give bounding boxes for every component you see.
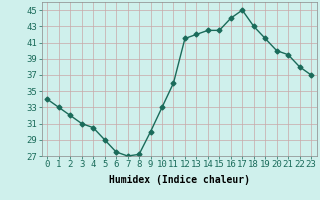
X-axis label: Humidex (Indice chaleur): Humidex (Indice chaleur) [109, 175, 250, 185]
